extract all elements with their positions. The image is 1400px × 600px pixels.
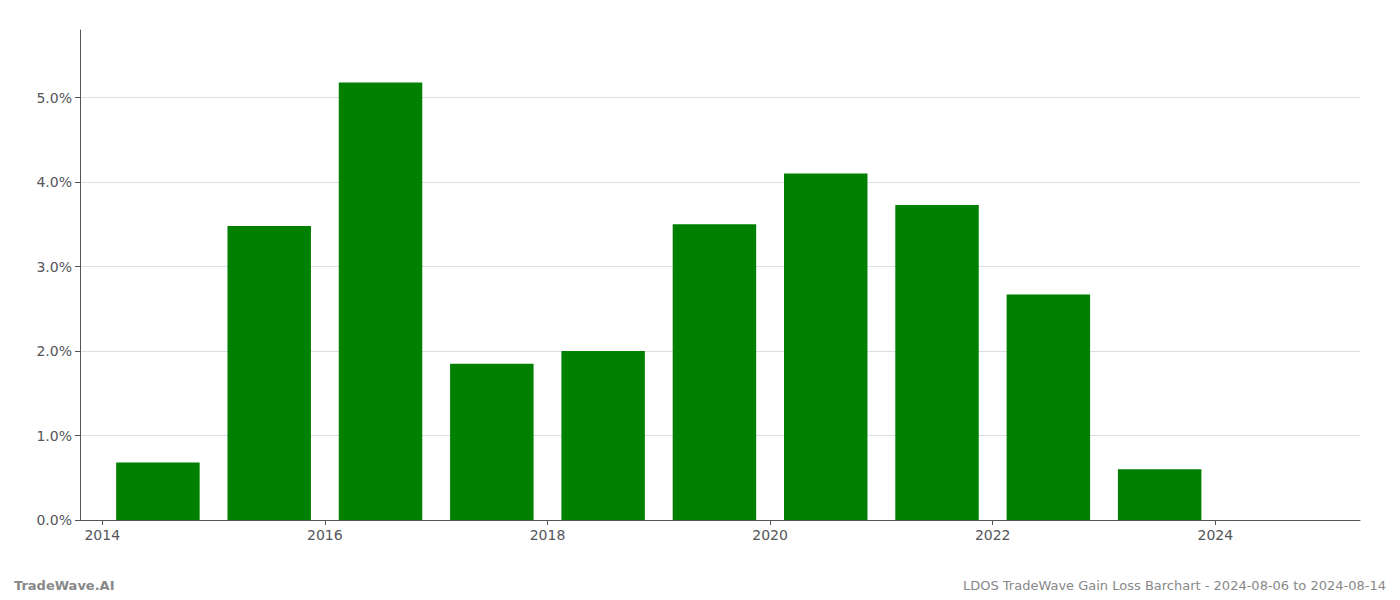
svg-text:3.0%: 3.0% <box>36 259 72 275</box>
svg-text:4.0%: 4.0% <box>36 174 72 190</box>
svg-text:0.0%: 0.0% <box>36 512 72 528</box>
svg-text:TradeWave.AI: TradeWave.AI <box>14 578 115 593</box>
svg-text:5.0%: 5.0% <box>36 90 72 106</box>
svg-text:2014: 2014 <box>84 527 120 543</box>
svg-text:2024: 2024 <box>1197 527 1233 543</box>
svg-text:2020: 2020 <box>752 527 788 543</box>
svg-text:2016: 2016 <box>307 527 343 543</box>
svg-text:2018: 2018 <box>530 527 566 543</box>
svg-text:2.0%: 2.0% <box>36 343 72 359</box>
svg-text:2022: 2022 <box>975 527 1011 543</box>
svg-text:LDOS TradeWave Gain Loss Barch: LDOS TradeWave Gain Loss Barchart - 2024… <box>963 578 1386 593</box>
svg-text:1.0%: 1.0% <box>36 428 72 444</box>
